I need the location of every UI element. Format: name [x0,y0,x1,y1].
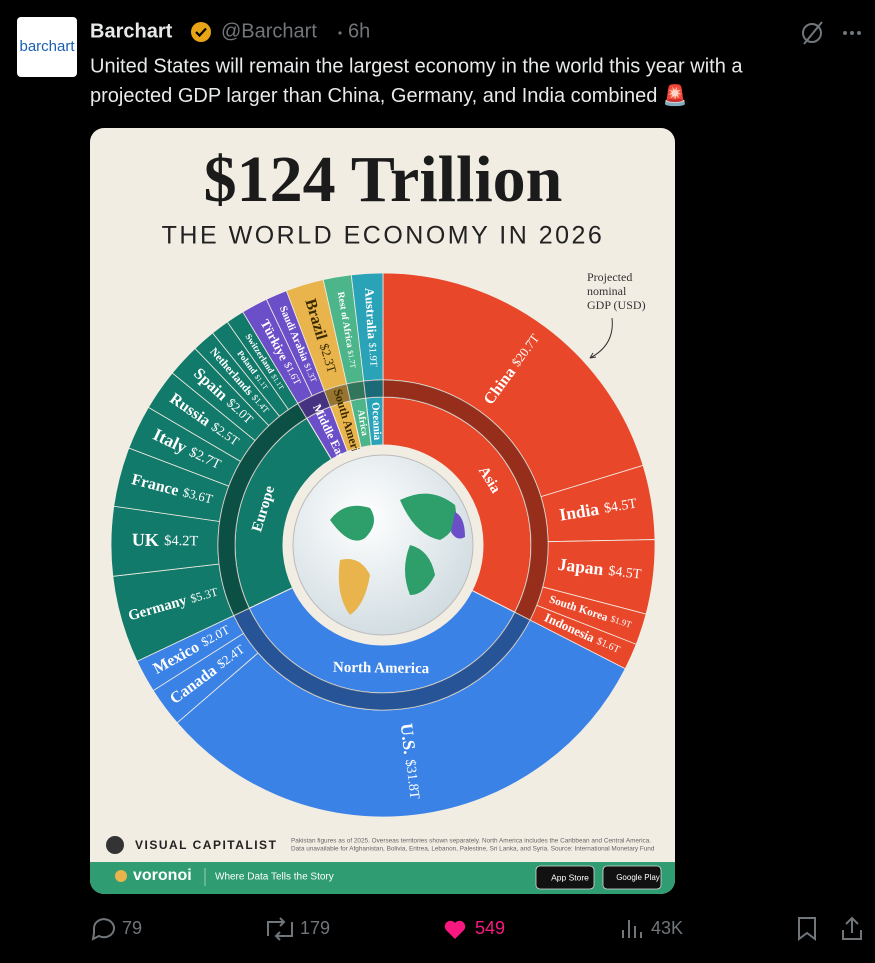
avatar-bg [17,17,77,77]
per-capita-shade [383,380,548,621]
repost-count: 179 [300,918,330,938]
per-capita-shade [363,380,383,399]
reply-icon [91,918,115,941]
verified-badge [191,22,211,42]
views-icon [622,920,642,938]
region-label: Africa [355,409,370,437]
annotation-line: Projected [587,270,632,284]
per-capita-shade [297,390,331,419]
infographic-title: $124 Trillion [204,143,563,216]
country-name: Australia [362,287,379,340]
annotation-line: GDP (USD) [587,298,646,312]
tweet-text-line: projected GDP larger than China, Germany… [90,83,688,107]
views-button[interactable]: 43K [622,918,683,938]
tagline: Where Data Tells the Story [215,872,334,883]
region-label: Oceania [369,402,383,441]
views-count: 43K [651,918,683,938]
footnote-line: Data unavailable for Afghanistan, Bolivi… [291,846,655,853]
footer-brand: voronoi [133,867,192,884]
grok-icon[interactable] [802,21,823,45]
country-value: $4.5T [608,564,643,583]
reply-count: 79 [122,918,142,938]
country-value: $4.2T [164,533,198,549]
store-button-label: App Store [551,872,589,882]
handle[interactable]: @Barchart [221,20,317,42]
per-capita-shade [233,608,530,710]
footnote-line: Pakistan figures as of 2025. Overseas te… [291,838,651,845]
repost-icon [267,917,293,941]
media-card[interactable]: $124 Trillion THE WORLD ECONOMY IN 2026 … [90,128,675,894]
tweet-text: projected GDP larger than China, Germany… [90,85,657,107]
country-name: UK [132,530,159,550]
annotation-line: nominal [587,284,627,298]
reply-button[interactable]: 79 [91,918,142,941]
timestamp[interactable]: 6h [348,20,370,42]
country-value: $1.9T [366,342,378,368]
annotation: Projected nominal GDP (USD) [587,270,646,359]
country-label: Australia $1.9T [362,287,381,368]
tweet-text-line: United States will remain the largest ec… [90,55,743,77]
bookmark-button[interactable] [798,917,816,941]
per-capita-band [363,379,384,399]
per-capita-shade [324,384,351,407]
emoji: 🚨 [663,83,688,107]
globe [292,454,474,636]
like-icon [444,920,466,939]
per-capita-shade [346,381,366,401]
country-value: $4.5T [603,497,638,517]
brand-footer: VISUAL CAPITALIST Pakistan figures as of… [90,836,675,894]
brand: VISUAL CAPITALIST [135,838,277,852]
store-button[interactable] [535,865,595,890]
store-button-label: Google Play [616,873,660,882]
country-label: U.S. $31.8T [397,722,426,801]
author-name[interactable]: Barchart [90,20,173,42]
repost-button[interactable]: 179 [267,917,330,941]
country-label: UK $4.2T [132,530,199,551]
more-menu[interactable] [843,31,861,35]
avatar-text: barchart [19,38,75,55]
country-value: $1.7T [346,350,358,370]
avatar[interactable]: barchart [17,17,77,77]
share-button[interactable] [842,916,862,940]
region-label: North America [333,660,430,677]
country-name: U.S. [397,722,421,755]
like-count: 549 [475,918,505,938]
country-value: $31.8T [402,759,422,801]
per-capita-shade [218,403,307,616]
separator-dot [338,31,342,35]
like-button[interactable]: 549 [444,918,505,939]
infographic-subtitle: THE WORLD ECONOMY IN 2026 [162,222,605,250]
store-button[interactable] [602,865,662,890]
